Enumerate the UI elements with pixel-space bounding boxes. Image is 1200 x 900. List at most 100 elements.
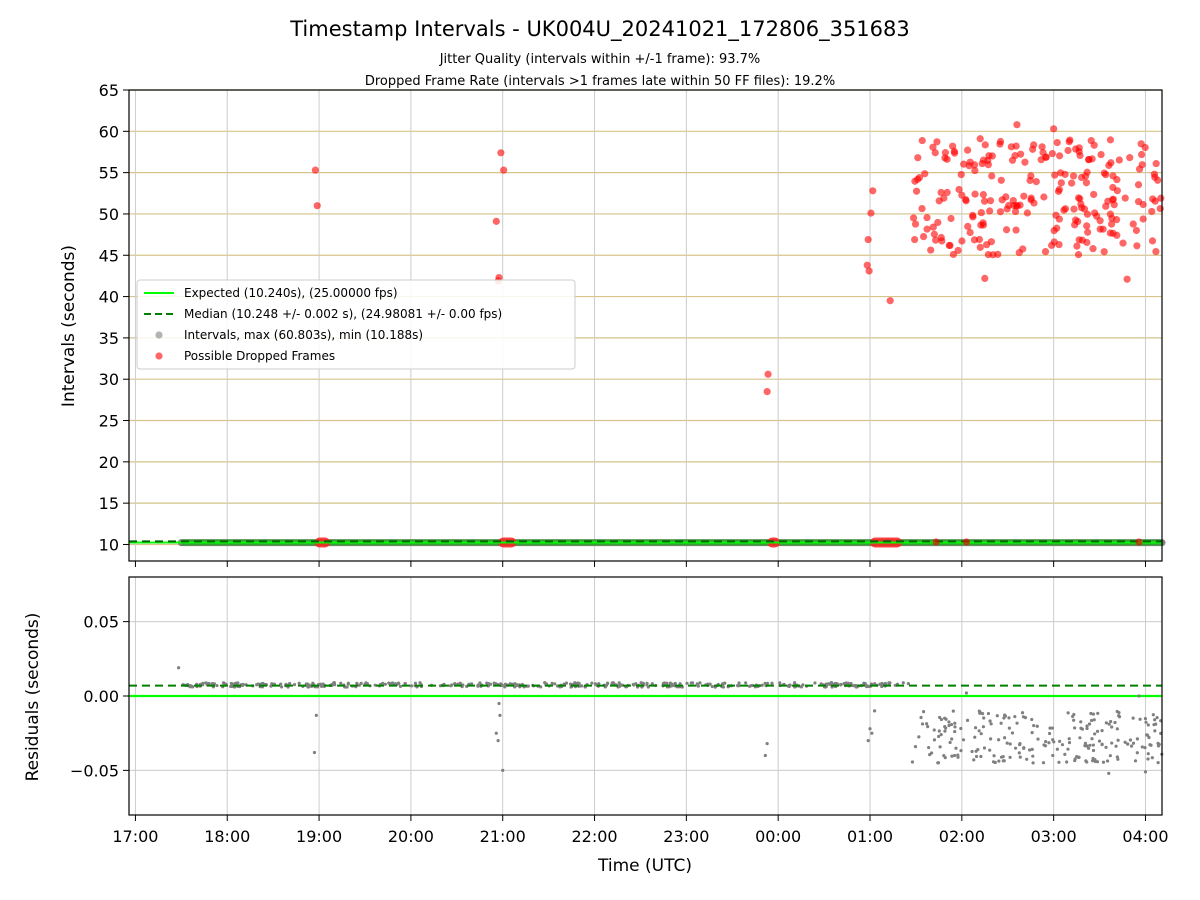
residual-point — [910, 760, 915, 764]
dropped-frame-point — [1148, 207, 1156, 216]
dropped-frame-point — [971, 190, 979, 198]
residual-point — [1066, 711, 1070, 715]
top-y-tick-label: 50 — [99, 205, 119, 224]
dropped-frame-point — [1009, 196, 1017, 205]
dropped-frame-point — [962, 538, 971, 546]
residual-point — [1147, 735, 1151, 740]
dropped-frame-point — [1008, 156, 1017, 164]
residual-point — [1131, 741, 1136, 745]
dropped-frame-point — [1149, 195, 1157, 203]
residual-point — [938, 745, 942, 749]
residual-point — [760, 683, 764, 687]
residual-point — [1140, 745, 1144, 749]
top-y-tick-label: 65 — [99, 81, 119, 100]
residual-point — [458, 681, 462, 685]
residual-point — [1055, 747, 1059, 751]
residual-point — [1137, 694, 1141, 698]
residual-point — [1007, 716, 1011, 720]
residual-point — [942, 754, 946, 758]
dropped-frame-point — [929, 143, 937, 151]
residual-point — [842, 682, 846, 686]
x-tick-label: 01:00 — [847, 827, 893, 846]
dropped-frame-point — [919, 233, 928, 241]
dropped-frame-point — [1026, 176, 1034, 185]
dropped-frame-point — [1070, 205, 1078, 213]
residual-point — [210, 681, 214, 686]
residual-point — [1156, 761, 1160, 765]
dropped-frame-point — [1050, 227, 1058, 235]
legend-entry-label: Expected (10.240s), (25.00000 fps) — [184, 286, 398, 300]
dropped-frame-point — [1029, 145, 1037, 153]
x-tick-label: 22:00 — [571, 827, 617, 846]
residual-point — [927, 745, 931, 750]
residual-point — [1067, 737, 1071, 741]
residual-point — [873, 682, 877, 686]
residual-point — [1089, 711, 1093, 716]
residual-point — [1079, 720, 1083, 724]
residual-point — [1048, 726, 1052, 730]
residual-point — [981, 725, 985, 729]
residual-point — [920, 722, 925, 726]
residual-point — [255, 683, 259, 687]
dropped-frame-point — [984, 161, 992, 169]
residual-point — [993, 760, 997, 765]
residual-point — [1086, 746, 1091, 750]
residual-point — [1143, 717, 1147, 721]
dropped-frame-point — [937, 233, 945, 242]
residual-point — [1066, 747, 1070, 751]
dropped-frame-point — [981, 274, 989, 282]
dropped-frame-point — [1013, 121, 1021, 129]
dropped-frame-point — [1152, 247, 1160, 256]
dropped-frame-point — [1089, 245, 1097, 253]
residual-point — [964, 691, 969, 695]
dropped-frame-point — [1057, 179, 1065, 187]
residual-point — [1109, 719, 1113, 724]
intervals-plot: 10 15 20 25 30 35 40 45 50 55 60 65 Expected (10.240… — [99, 81, 1166, 567]
dropped-frame-point — [923, 225, 931, 233]
residual-point — [1153, 718, 1157, 722]
residual-point — [1115, 755, 1119, 759]
dropped-frame-point — [1055, 215, 1063, 223]
dropped-frame-point — [1135, 538, 1143, 546]
residual-point — [906, 681, 910, 686]
residual-point — [1047, 741, 1051, 745]
dropped-frame-point — [996, 140, 1004, 148]
dropped-frame-point — [914, 154, 922, 162]
dropped-frame-point — [1134, 181, 1143, 189]
residual-point — [314, 713, 318, 717]
dropped-frame-point — [997, 176, 1005, 184]
residual-point — [176, 666, 181, 670]
dropped-frame-point — [909, 214, 918, 222]
residual-point — [1087, 722, 1092, 726]
residual-point — [1107, 722, 1111, 726]
residual-point — [872, 709, 877, 713]
dropped-frame-point — [1075, 236, 1083, 244]
dropped-frame-point — [1037, 156, 1045, 164]
dropped-frame-point — [975, 235, 984, 244]
dropped-frame-point — [1064, 146, 1072, 155]
residual-point — [1116, 738, 1120, 742]
residual-point — [977, 729, 981, 733]
residual-point — [901, 681, 905, 685]
residual-point — [1073, 726, 1077, 730]
residual-point — [1028, 748, 1032, 752]
residual-point — [269, 684, 273, 688]
residual-point — [1117, 711, 1121, 715]
dropped-frame-point — [940, 194, 948, 202]
dropped-frame-point — [492, 217, 500, 225]
dropped-frame-point — [949, 142, 957, 150]
residual-point — [1008, 755, 1012, 759]
residual-point — [813, 681, 817, 685]
residual-point — [1088, 743, 1092, 747]
residual-point — [1145, 733, 1149, 737]
top-y-tick-label: 20 — [99, 453, 119, 472]
residual-point — [870, 731, 874, 735]
dropped-frame-point — [1030, 199, 1038, 207]
top-y-tick-label: 35 — [99, 329, 119, 348]
residual-point — [936, 761, 940, 765]
residual-point — [320, 684, 324, 688]
residual-point — [865, 684, 869, 688]
dropped-frame-point — [1051, 171, 1059, 179]
chart-subtitle-jitter: Jitter Quality (intervals within +/-1 fr… — [439, 52, 761, 67]
